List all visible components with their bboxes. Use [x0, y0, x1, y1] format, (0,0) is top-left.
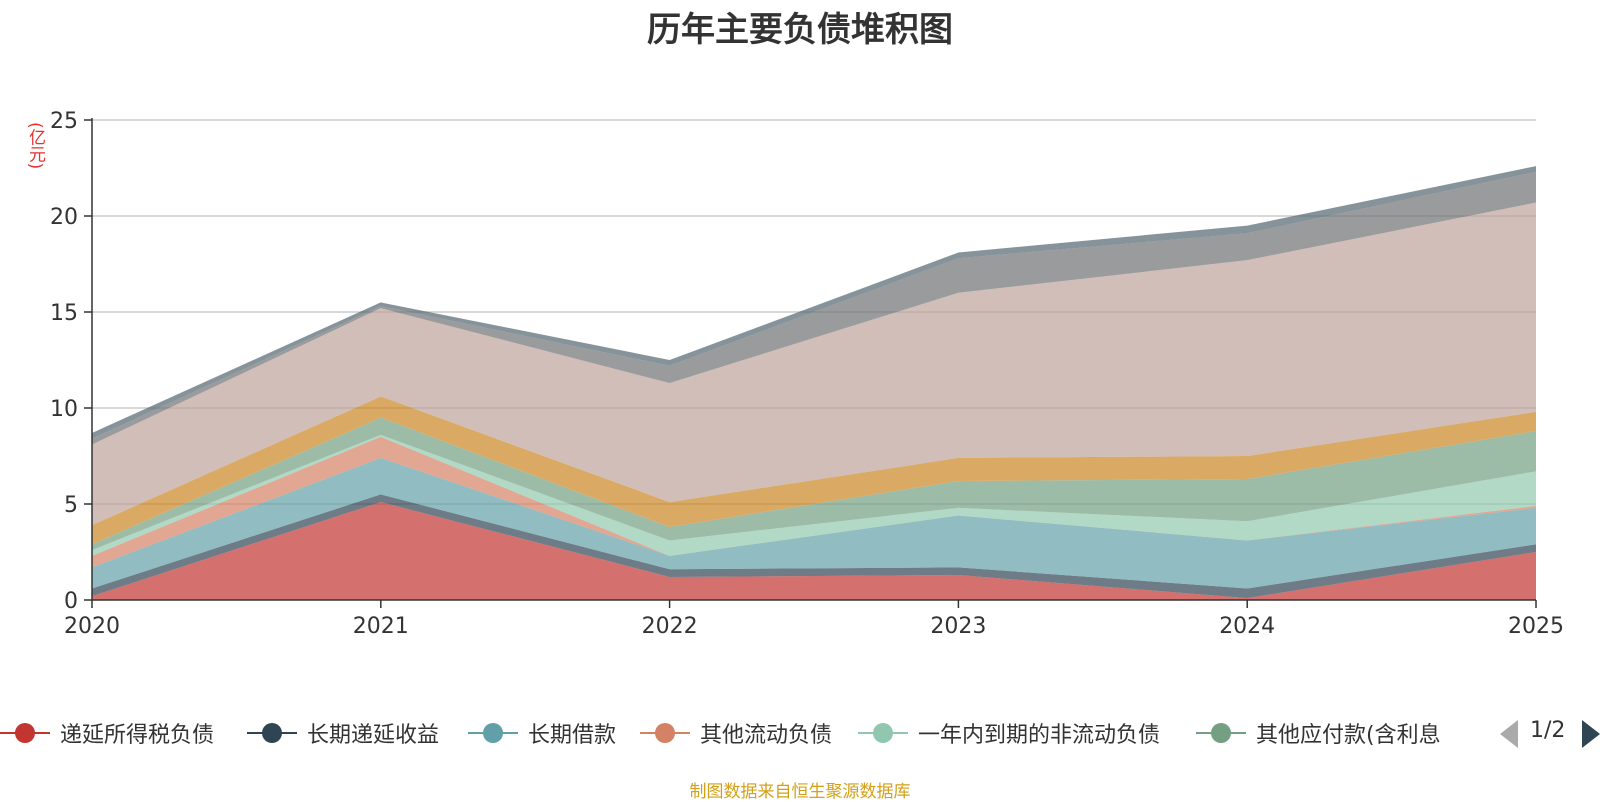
area-series-1 — [92, 502, 1536, 600]
x-tick-label: 2023 — [930, 614, 986, 639]
legend-label: 长期借款 — [528, 723, 617, 748]
legend-item[interactable]: 递延所得税负债 — [0, 716, 214, 750]
y-tick-label: 10 — [50, 397, 78, 422]
legend-prev-page-icon[interactable] — [1500, 720, 1518, 748]
legend-page-indicator: 1/2 — [1530, 718, 1566, 743]
area-series-4 — [92, 436, 1536, 568]
area-series-8 — [92, 202, 1536, 526]
legend-dot — [483, 723, 503, 743]
legend-marker-icon — [858, 723, 908, 743]
legend-pager: 1/2 — [1500, 716, 1600, 750]
chart-title: 历年主要负债堆积图 — [647, 10, 953, 50]
x-tick-label: 2020 — [64, 614, 120, 639]
legend-item[interactable]: 长期递延收益 — [247, 716, 439, 750]
x-tick-label: 2024 — [1219, 614, 1275, 639]
y-tick-label: 25 — [50, 109, 78, 134]
legend-marker-icon — [247, 723, 297, 743]
x-tick-label: 2022 — [642, 614, 698, 639]
area-series-2 — [92, 494, 1536, 599]
legend-marker-icon — [1196, 723, 1246, 743]
legend-marker-icon — [468, 723, 518, 743]
area-series-layer — [92, 166, 1536, 600]
legend-next-page-icon[interactable] — [1582, 720, 1600, 748]
legend-label: 递延所得税负债 — [60, 723, 215, 748]
legend-marker-icon — [640, 723, 690, 743]
legend-label: 长期递延收益 — [307, 723, 440, 748]
area-series-6 — [92, 417, 1536, 551]
legend: 递延所得税负债 长期递延收益 长期借款 其他流动负债 一年内到期的非流动负债 其… — [0, 716, 1600, 750]
area-series-10 — [92, 166, 1536, 439]
legend-item[interactable]: 其他应付款(含利息 — [1196, 716, 1441, 750]
legend-dot — [1211, 723, 1231, 743]
area-series-3 — [92, 457, 1536, 589]
legend-dot — [15, 723, 35, 743]
area-series-9 — [92, 171, 1536, 445]
legend-marker-icon — [0, 723, 50, 743]
legend-dot — [873, 723, 893, 743]
y-axis-unit-label: (亿元) — [25, 122, 45, 170]
y-tick-label: 15 — [50, 301, 78, 326]
data-source-note: 制图数据来自恒生聚源数据库 — [689, 782, 911, 802]
legend-label: 其他应付款(含利息 — [1256, 723, 1441, 748]
legend-label: 一年内到期的非流动负债 — [918, 723, 1161, 748]
area-series-5 — [92, 434, 1536, 556]
legend-dot — [655, 723, 675, 743]
legend-dot — [262, 723, 282, 743]
y-tick-label: 0 — [64, 589, 78, 614]
legend-label: 其他流动负债 — [700, 723, 833, 748]
y-tick-label: 20 — [50, 205, 78, 230]
x-tick-label: 2025 — [1508, 614, 1564, 639]
legend-item[interactable]: 一年内到期的非流动负债 — [858, 716, 1160, 750]
y-tick-label: 5 — [64, 493, 78, 518]
legend-item[interactable]: 长期借款 — [468, 716, 616, 750]
legend-item[interactable]: 其他流动负债 — [640, 716, 832, 750]
area-series-7 — [92, 396, 1536, 545]
x-tick-label: 2021 — [353, 614, 409, 639]
